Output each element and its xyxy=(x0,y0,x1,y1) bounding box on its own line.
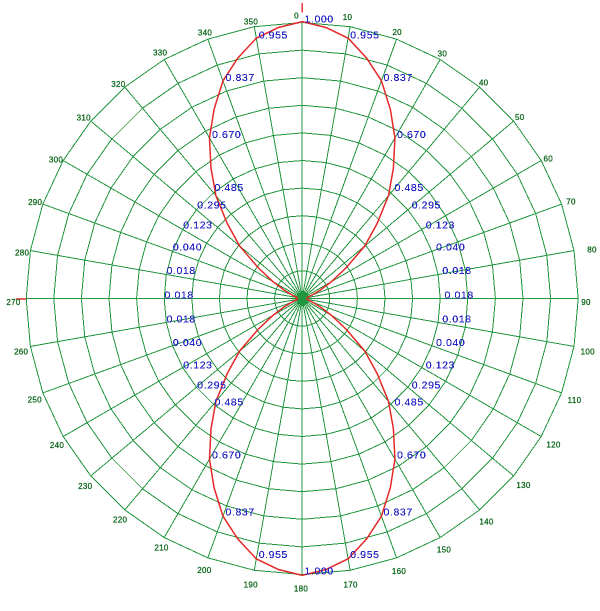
svg-text:180: 180 xyxy=(294,584,308,593)
svg-text:140: 140 xyxy=(479,518,493,527)
svg-text:0.123: 0.123 xyxy=(426,359,455,371)
svg-text:0.955: 0.955 xyxy=(350,30,379,42)
svg-text:0.485: 0.485 xyxy=(215,182,244,194)
svg-text:0.123: 0.123 xyxy=(426,219,455,231)
svg-text:0.485: 0.485 xyxy=(395,182,424,194)
svg-text:200: 200 xyxy=(197,566,211,575)
svg-text:190: 190 xyxy=(244,580,258,589)
svg-text:120: 120 xyxy=(546,441,560,450)
svg-text:0.040: 0.040 xyxy=(173,241,202,253)
svg-text:0.485: 0.485 xyxy=(395,397,424,409)
svg-text:280: 280 xyxy=(15,248,29,257)
svg-text:0.018: 0.018 xyxy=(445,289,474,301)
svg-text:0.295: 0.295 xyxy=(197,379,226,391)
svg-text:0.018: 0.018 xyxy=(442,265,471,277)
svg-text:230: 230 xyxy=(78,482,92,491)
svg-text:0.018: 0.018 xyxy=(442,314,471,326)
svg-text:10: 10 xyxy=(343,13,353,22)
svg-text:50: 50 xyxy=(515,113,525,122)
svg-text:0.670: 0.670 xyxy=(212,129,241,141)
svg-text:260: 260 xyxy=(14,348,28,357)
svg-text:0.670: 0.670 xyxy=(397,129,426,141)
svg-text:0.955: 0.955 xyxy=(259,30,288,42)
svg-text:160: 160 xyxy=(392,567,406,576)
svg-text:320: 320 xyxy=(111,80,125,89)
svg-text:250: 250 xyxy=(28,396,42,405)
svg-text:300: 300 xyxy=(49,156,63,165)
svg-text:1.000: 1.000 xyxy=(305,565,334,577)
svg-text:0.837: 0.837 xyxy=(384,506,413,518)
svg-text:0.123: 0.123 xyxy=(183,219,212,231)
svg-text:0.485: 0.485 xyxy=(215,397,244,409)
svg-text:290: 290 xyxy=(28,198,42,207)
svg-text:220: 220 xyxy=(113,516,127,525)
svg-text:0.837: 0.837 xyxy=(226,506,255,518)
svg-text:270: 270 xyxy=(6,298,20,307)
svg-text:0.955: 0.955 xyxy=(259,549,288,561)
svg-text:80: 80 xyxy=(587,246,597,255)
svg-text:100: 100 xyxy=(581,347,595,356)
svg-text:0: 0 xyxy=(294,11,299,20)
svg-text:110: 110 xyxy=(568,396,582,405)
svg-text:0.295: 0.295 xyxy=(412,379,441,391)
svg-text:0.018: 0.018 xyxy=(167,265,196,277)
svg-text:0.123: 0.123 xyxy=(183,359,212,371)
svg-text:210: 210 xyxy=(154,543,168,552)
svg-text:0.955: 0.955 xyxy=(350,549,379,561)
svg-text:0.295: 0.295 xyxy=(197,199,226,211)
svg-text:70: 70 xyxy=(566,198,576,207)
svg-text:0.040: 0.040 xyxy=(436,337,465,349)
svg-text:330: 330 xyxy=(153,49,167,58)
svg-text:30: 30 xyxy=(438,49,448,58)
svg-text:0.018: 0.018 xyxy=(165,289,194,301)
svg-text:150: 150 xyxy=(437,545,451,554)
svg-text:0.040: 0.040 xyxy=(436,241,465,253)
svg-text:170: 170 xyxy=(343,580,357,589)
svg-text:130: 130 xyxy=(516,481,530,490)
svg-text:90: 90 xyxy=(581,298,591,307)
svg-text:0.295: 0.295 xyxy=(412,199,441,211)
svg-text:0.670: 0.670 xyxy=(397,449,426,461)
svg-text:0.837: 0.837 xyxy=(226,72,255,84)
svg-text:60: 60 xyxy=(544,155,554,164)
svg-text:0.040: 0.040 xyxy=(173,337,202,349)
svg-text:0.018: 0.018 xyxy=(167,314,196,326)
svg-text:340: 340 xyxy=(198,28,212,37)
svg-text:1.000: 1.000 xyxy=(305,13,334,25)
svg-text:40: 40 xyxy=(479,79,489,88)
svg-text:310: 310 xyxy=(77,114,91,123)
svg-text:20: 20 xyxy=(392,28,402,37)
svg-text:350: 350 xyxy=(244,17,258,26)
svg-text:240: 240 xyxy=(50,441,64,450)
svg-text:0.837: 0.837 xyxy=(384,72,413,84)
svg-text:0.670: 0.670 xyxy=(212,449,241,461)
